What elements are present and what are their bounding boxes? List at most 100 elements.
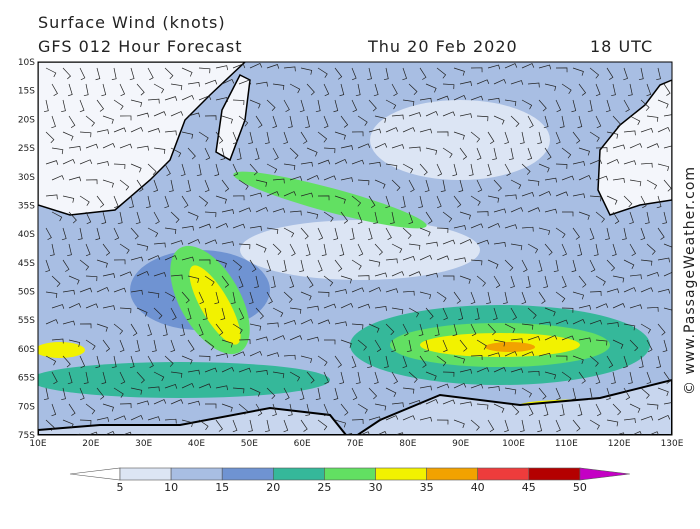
wind-barb: [68, 176, 82, 182]
wind-barb: [606, 159, 620, 165]
wind-barb: [51, 83, 58, 97]
wind-barb: [95, 227, 101, 241]
wind-barb: [339, 243, 345, 257]
wind-barb: [51, 211, 63, 222]
wind-barb: [402, 355, 408, 369]
wind-barb: [425, 307, 434, 320]
wind-barb: [238, 307, 245, 321]
wind-barb: [402, 127, 416, 133]
wind-barb: [343, 432, 353, 435]
wind-barb: [419, 97, 432, 103]
wind-barb: [357, 179, 370, 186]
wind-barb: [543, 275, 548, 289]
wind-barb: [572, 67, 584, 76]
wind-barb: [79, 67, 86, 81]
wind-barb: [673, 196, 677, 208]
wind-barb: [51, 275, 61, 288]
wind-barb: [555, 163, 568, 169]
wind-barb: [254, 147, 260, 161]
wind-barb: [657, 257, 670, 263]
wind-barb: [459, 147, 468, 160]
wind-barb: [663, 402, 672, 405]
wind-barb: [477, 436, 481, 448]
wind-barb: [300, 419, 308, 432]
wind-barb: [147, 255, 161, 261]
wind-barb: [504, 259, 514, 272]
wind-barb: [153, 307, 163, 320]
wind-barb: [68, 115, 76, 128]
lon-label: 80E: [399, 439, 416, 449]
wind-barb: [638, 355, 644, 369]
wind-barb: [572, 131, 581, 144]
wind-barb: [186, 307, 192, 321]
wind-barb: [153, 242, 166, 248]
wind-barb: [442, 83, 455, 90]
colorbar-label: 20: [266, 481, 280, 494]
wind-barb: [77, 227, 83, 240]
wind-barb: [221, 339, 233, 348]
wind-barb: [606, 67, 614, 80]
wind-barb: [385, 323, 395, 336]
wind-barb: [442, 111, 456, 117]
wind-barb: [629, 403, 641, 413]
wind-barb: [170, 211, 180, 224]
wind-barb: [426, 436, 437, 443]
wind-barb: [164, 195, 170, 209]
wind-barb: [187, 339, 195, 352]
wind-barb: [402, 163, 414, 174]
wind-barb: [232, 351, 246, 357]
wind-barb: [425, 111, 439, 117]
wind-barb: [442, 239, 456, 245]
wind-barb: [663, 83, 671, 96]
wind-barb: [425, 147, 438, 155]
wind-barb: [572, 419, 581, 432]
wind-barb: [492, 307, 498, 321]
lat-label: 65S: [18, 374, 35, 384]
wind-barb: [340, 145, 354, 150]
wind-barb: [79, 323, 92, 329]
wind-barb: [555, 99, 562, 113]
wind-barb: [646, 179, 658, 190]
wind-barb: [266, 99, 276, 111]
wind-barb: [493, 275, 501, 288]
wind-barb: [487, 131, 495, 144]
wind-barb: [204, 275, 215, 286]
wind-barb: [629, 243, 637, 257]
wind-barb: [571, 99, 577, 113]
wind-barb: [555, 355, 568, 361]
wind-barb: [153, 83, 165, 94]
wind-barb: [368, 99, 377, 112]
wind-barb: [283, 131, 289, 145]
wind-barb: [578, 275, 587, 288]
wind-barb: [187, 239, 201, 245]
wind-barb: [470, 67, 483, 73]
wind-barb: [510, 338, 523, 344]
wind-barb: [459, 275, 471, 284]
lat-label: 55S: [18, 316, 35, 326]
wind-barb: [198, 383, 212, 389]
map-area: [38, 62, 690, 448]
wind-barb: [487, 223, 501, 229]
wind-barb: [67, 83, 73, 97]
wind-barb: [408, 243, 421, 250]
wind-barb: [572, 291, 584, 300]
wind-barb: [681, 84, 690, 94]
wind-barb: [129, 67, 135, 81]
wind-barb: [221, 366, 235, 373]
wind-barb: [595, 211, 605, 223]
wind-barb: [663, 179, 672, 192]
wind-barb: [272, 178, 285, 184]
wind-barb: [119, 83, 126, 97]
wind-barb: [521, 163, 531, 175]
wind-barb: [493, 403, 505, 413]
wind-barb: [79, 419, 92, 425]
wind-barb: [68, 339, 81, 347]
wind-barb: [629, 274, 642, 280]
wind-barb: [266, 64, 280, 69]
wind-barb: [113, 415, 127, 421]
lon-label: 130E: [661, 439, 684, 449]
wind-barb: [572, 193, 586, 199]
wind-barb: [623, 67, 628, 81]
wind-barb: [351, 259, 362, 270]
wind-barb: [187, 147, 196, 160]
